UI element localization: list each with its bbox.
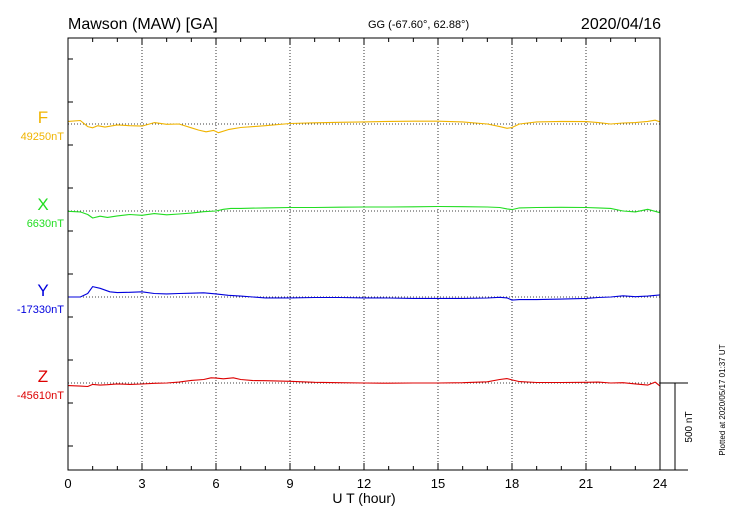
x-tick-label: 0 xyxy=(64,476,71,491)
x-tick-labels: 0 3 6 9 12 15 18 21 24 xyxy=(64,476,667,491)
x-tick-label: 12 xyxy=(357,476,371,491)
series-baseline-z: -45610nT xyxy=(17,390,64,402)
x-tick-label: 15 xyxy=(431,476,445,491)
trace-y xyxy=(68,286,661,301)
series-baseline-f: 49250nT xyxy=(21,131,65,143)
chart-title: Mawson (MAW) [GA] xyxy=(68,16,218,33)
axis-ticks xyxy=(67,38,661,470)
x-tick-label: 9 xyxy=(286,476,293,491)
scale-bar: 500 nT xyxy=(660,382,695,471)
x-tick-label: 24 xyxy=(653,476,667,491)
series-name-x: X xyxy=(37,195,48,214)
grid-lines xyxy=(141,38,587,470)
x-tick-label: 18 xyxy=(505,476,519,491)
series-name-y: Y xyxy=(37,281,48,300)
series-name-f: F xyxy=(38,108,48,127)
series-traces xyxy=(67,119,661,388)
trace-z xyxy=(67,377,661,388)
scale-bar-label: 500 nT xyxy=(684,411,695,442)
x-tick-label: 21 xyxy=(579,476,593,491)
trace-f xyxy=(67,119,661,134)
chart-date: 2020/04/16 xyxy=(581,16,661,33)
series-name-z: Z xyxy=(38,367,48,386)
trace-x xyxy=(67,205,661,219)
series-baseline-y: -17330nT xyxy=(17,304,64,316)
x-tick-label: 6 xyxy=(212,476,219,491)
chart-subtitle: GG (-67.60°, 62.88°) xyxy=(368,19,469,31)
series-baseline-x: 6630nT xyxy=(27,218,65,230)
series-labels: F 49250nT X 6630nT Y -17330nT Z -45610nT xyxy=(17,108,64,402)
x-tick-label: 3 xyxy=(138,476,145,491)
x-axis-label: U T (hour) xyxy=(332,490,395,506)
plotted-at-footer: Plotted at 2020/05/17 01:37 UT xyxy=(718,344,727,455)
